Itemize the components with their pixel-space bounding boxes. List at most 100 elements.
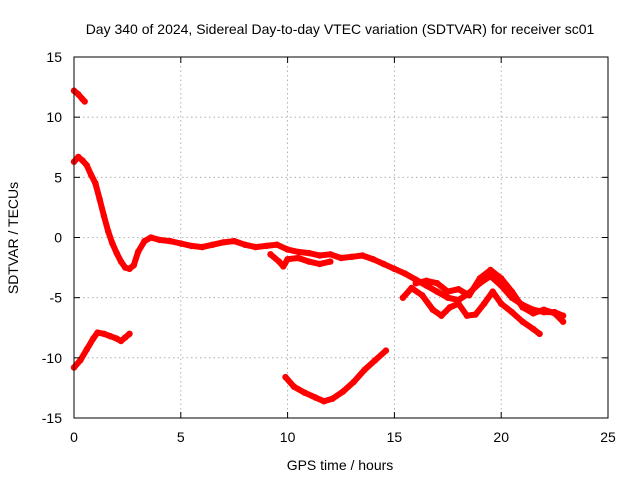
data-point (455, 286, 462, 293)
data-point (498, 275, 505, 282)
data-point (166, 237, 174, 245)
data-point (301, 389, 308, 396)
data-point (446, 304, 454, 311)
data-point (316, 260, 323, 268)
y-tick-label: 5 (54, 169, 62, 185)
x-tick-label: 15 (387, 429, 403, 445)
data-point (480, 300, 488, 307)
plot-frame (73, 56, 609, 419)
data-point (508, 288, 516, 295)
data-point (122, 334, 129, 341)
data-point (90, 335, 97, 342)
data-point (316, 252, 323, 259)
data-point (339, 388, 347, 395)
data-point (540, 306, 548, 313)
data-point (79, 157, 86, 164)
x-tick-labels: 0 5 10 15 20 25 (70, 429, 616, 445)
data-point (295, 254, 302, 262)
data-point (320, 398, 328, 405)
chart-title: Day 340 of 2024, Sidereal Day-to-day VTE… (86, 21, 595, 37)
x-tick-label: 0 (70, 429, 78, 445)
data-point (472, 311, 479, 318)
y-tick-label: -5 (50, 290, 63, 306)
data-point (508, 308, 516, 316)
data-point (113, 249, 120, 257)
data-point (94, 329, 101, 336)
data-point (519, 318, 526, 325)
data-point (361, 366, 368, 374)
data-point (423, 277, 430, 284)
data-point (275, 258, 283, 265)
data-point (463, 312, 471, 319)
data-point (126, 330, 133, 337)
data-point (329, 395, 336, 402)
data-point (359, 252, 366, 259)
data-point (444, 288, 451, 295)
data-point (429, 306, 436, 313)
data-point (231, 237, 238, 245)
data-point (433, 288, 441, 295)
data-point (530, 310, 537, 317)
data-point (536, 330, 543, 337)
data-point (489, 288, 496, 295)
data-point (559, 318, 567, 325)
y-tick-label: 0 (54, 230, 62, 246)
data-point (280, 263, 287, 270)
data-point (81, 98, 88, 105)
data-point (267, 251, 274, 258)
data-point (476, 275, 483, 282)
series-layer (70, 87, 567, 405)
data-point (177, 240, 184, 247)
data-point (530, 325, 537, 333)
x-tick-label: 20 (493, 429, 509, 445)
data-point (551, 310, 558, 317)
data-point (382, 347, 390, 354)
data-point (350, 378, 357, 386)
data-point (372, 357, 379, 364)
y-axis-label: SDTVAR / TECUs (5, 182, 21, 294)
data-point (92, 180, 99, 187)
data-point (444, 294, 451, 301)
data-point (391, 265, 398, 272)
data-point (348, 253, 355, 260)
data-point (107, 333, 114, 340)
data-point (263, 242, 270, 250)
data-point (100, 330, 108, 337)
x-tick-label: 10 (280, 429, 296, 445)
data-point (455, 300, 462, 307)
y-tick-labels: -15 -10 -5 0 5 10 15 (42, 49, 62, 426)
data-point (412, 280, 419, 287)
data-point (199, 243, 206, 251)
data-point (100, 212, 108, 219)
data-point (141, 237, 148, 245)
data-point (433, 280, 441, 287)
data-point (295, 248, 302, 256)
series-satellite-arc-d (399, 285, 543, 337)
data-point (105, 228, 112, 235)
data-point (408, 284, 415, 292)
data-point (519, 304, 526, 311)
data-point (77, 357, 84, 364)
x-tick-label: 25 (600, 429, 616, 445)
data-point (134, 248, 142, 256)
y-tick-label: 15 (46, 49, 62, 65)
data-point (399, 294, 407, 301)
data-point (290, 383, 298, 390)
data-point (126, 265, 133, 272)
data-point (109, 240, 116, 247)
data-point (284, 256, 291, 263)
data-point (252, 243, 259, 251)
data-point (87, 171, 95, 179)
data-point (96, 195, 103, 203)
data-point (209, 241, 216, 248)
data-point (487, 266, 494, 274)
data-point (380, 260, 387, 268)
data-point (337, 254, 345, 262)
data-point (117, 337, 125, 345)
data-point (282, 373, 289, 381)
data-point (83, 162, 91, 169)
data-point (83, 346, 91, 353)
x-tick-label: 5 (177, 429, 185, 445)
data-point (75, 153, 82, 161)
